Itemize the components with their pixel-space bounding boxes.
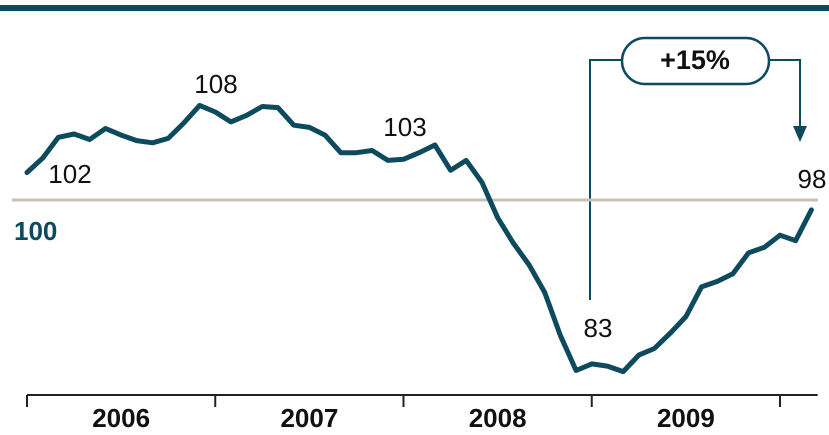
arrow-head: [793, 126, 807, 142]
annotation: 102: [48, 159, 91, 189]
bracket-right: [769, 59, 801, 128]
x-tick-label: 2007: [280, 403, 338, 433]
change-bracket: [589, 36, 801, 300]
top-bar: [0, 5, 829, 11]
annotation: 108: [194, 69, 237, 99]
reference-label: 100: [14, 216, 57, 246]
x-tick-label: 2008: [469, 403, 527, 433]
annotation: 98: [798, 164, 827, 194]
change-pill: [620, 36, 771, 86]
x-tick-label: 2009: [657, 403, 715, 433]
annotation: 103: [383, 112, 426, 142]
annotation: 83: [584, 313, 613, 343]
change-label: +15%: [660, 45, 730, 75]
series-line: [24, 102, 814, 375]
x-tick-label: 2006: [92, 403, 150, 433]
bracket-left: [589, 59, 622, 300]
